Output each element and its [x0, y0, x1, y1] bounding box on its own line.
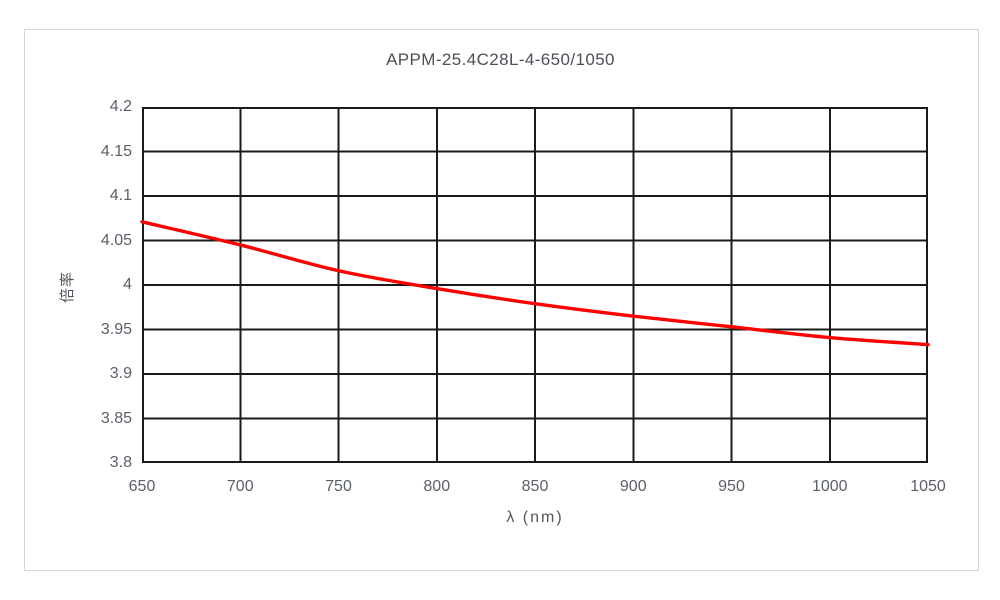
x-tick-label: 750	[325, 478, 352, 495]
x-tick-label: 1000	[811, 478, 848, 495]
x-tick-label: 900	[619, 478, 647, 495]
x-tick-label: 1050	[910, 478, 946, 495]
y-tick-label: 4.1	[109, 187, 132, 204]
plot-canvas	[140, 107, 930, 463]
y-tick-label: 3.85	[100, 409, 132, 427]
y-tick-label: 3.9	[109, 365, 132, 382]
x-tick-label: 850	[521, 478, 549, 495]
x-tick-label: 800	[423, 478, 451, 495]
data-series-line	[140, 220, 930, 347]
x-tick-label: 700	[226, 478, 254, 495]
y-tick-label: 4.15	[100, 142, 132, 160]
y-tick-label: 3.95	[100, 320, 132, 338]
x-tick-label: 650	[128, 478, 156, 495]
y-tick-label: 3.8	[109, 454, 132, 471]
chart-title: APPM-25.4C28L-4-650/1050	[386, 50, 615, 69]
y-tick-label: 4.05	[100, 231, 132, 249]
x-tick-label: 950	[718, 478, 745, 495]
plot-area	[140, 107, 930, 463]
y-tick-label: 4.2	[109, 98, 132, 115]
y-tick-label: 4	[123, 276, 132, 293]
x-axis-title: λ (nm)	[506, 509, 564, 526]
gridlines	[142, 107, 928, 463]
